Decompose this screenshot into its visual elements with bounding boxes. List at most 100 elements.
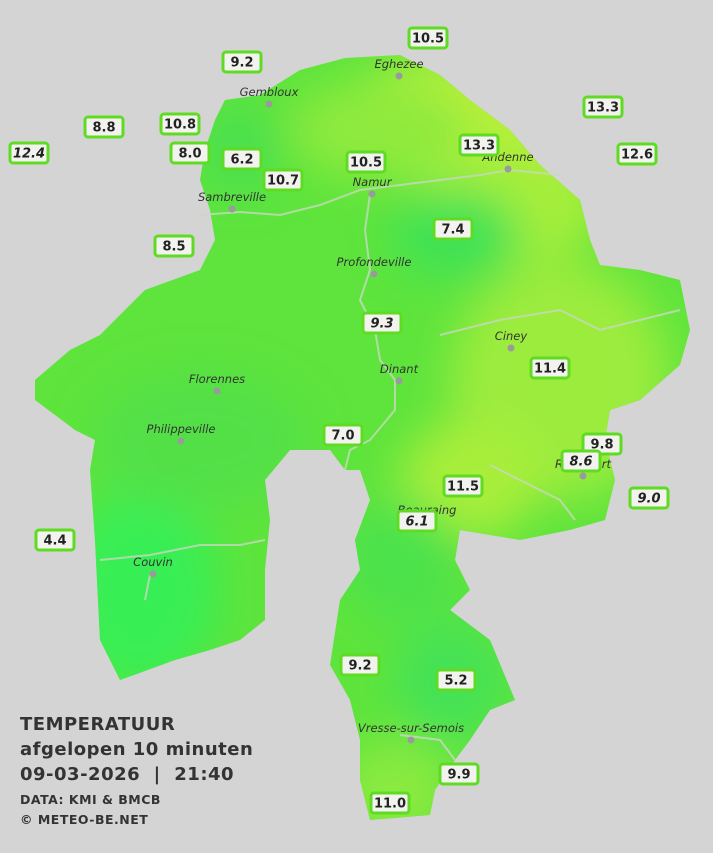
city-label: Couvin: [133, 555, 173, 569]
city-dot: [395, 377, 403, 385]
station-box: [529, 356, 571, 380]
station: 10.5: [345, 150, 387, 174]
station: 11.0: [369, 791, 411, 815]
station-box: [8, 141, 50, 165]
city-dot: [395, 72, 403, 80]
city-dot: [177, 437, 185, 445]
station: 7.4: [432, 217, 474, 241]
station-value: 5.2: [444, 674, 467, 689]
station-value: 7.0: [331, 429, 354, 444]
city-dot: [265, 100, 273, 108]
station: 8.5: [153, 234, 195, 258]
station-value: 12.6: [621, 148, 653, 163]
station-box: [442, 474, 484, 498]
station-value: 9.2: [348, 659, 371, 674]
caption-source: DATA: KMI & BMCB: [20, 792, 161, 807]
station: 5.2: [435, 668, 477, 692]
station-box: [582, 95, 624, 119]
station: 9.2: [221, 50, 263, 74]
city-label: Sambreville: [198, 190, 266, 204]
station-box: [361, 311, 403, 335]
station-value: 11.5: [447, 480, 479, 495]
station-box: [581, 432, 623, 456]
station: 8.6: [560, 449, 602, 473]
caption-datetime: 09-03-2026 | 21:40: [20, 764, 234, 785]
station-box: [221, 147, 263, 171]
station: 13.3: [458, 133, 500, 157]
station-value: 10.5: [350, 156, 382, 171]
city-label: Florennes: [189, 372, 245, 386]
station: 11.5: [442, 474, 484, 498]
city-label: Eghezee: [374, 57, 423, 71]
station-box: [262, 168, 304, 192]
station-box: [435, 668, 477, 692]
station: 8.0: [169, 141, 211, 165]
station: 7.0: [322, 423, 364, 447]
caption-copyright: © METEO-BE.NET: [20, 812, 148, 827]
city-dot: [504, 165, 512, 173]
city-dot: [507, 344, 515, 352]
city-dot: [370, 270, 378, 278]
station-box: [616, 142, 658, 166]
station-box: [169, 141, 211, 165]
station-value: 13.3: [463, 139, 495, 154]
station-box: [159, 112, 201, 136]
city-label: Philippeville: [147, 422, 216, 436]
city-label: Namur: [353, 175, 393, 189]
city-dot: [149, 570, 157, 578]
station: 10.7: [262, 168, 304, 192]
city-label: Profondeville: [337, 255, 412, 269]
station-value: 9.9: [447, 768, 470, 783]
station: 9.8: [581, 432, 623, 456]
station-value: 8.8: [92, 121, 115, 136]
station: 10.5: [407, 26, 449, 50]
city-dot: [579, 472, 587, 480]
station-box: [339, 653, 381, 677]
station-value: 13.3: [587, 101, 619, 116]
station-box: [458, 133, 500, 157]
station-box: [153, 234, 195, 258]
station-box: [322, 423, 364, 447]
city-dot: [368, 190, 376, 198]
station: 11.4: [529, 356, 571, 380]
station: 6.1: [396, 509, 438, 533]
station-value: 4.4: [43, 534, 66, 549]
station-box: [34, 528, 76, 552]
station: 9.2: [339, 653, 381, 677]
station-value: 8.5: [162, 240, 185, 255]
station: 13.3: [582, 95, 624, 119]
station-box: [396, 509, 438, 533]
station-box: [221, 50, 263, 74]
station: 10.8: [159, 112, 201, 136]
city-label: Vresse-sur-Semois: [358, 721, 464, 735]
station-value: 10.8: [164, 118, 196, 133]
city-dot: [407, 736, 415, 744]
station-box: [407, 26, 449, 50]
station: 9.3: [361, 311, 403, 335]
station-value: 9.3: [370, 317, 393, 332]
station-value: 11.4: [534, 362, 566, 377]
station: 8.8: [83, 115, 125, 139]
caption-subtitle: afgelopen 10 minuten: [20, 739, 253, 760]
station-value: 11.0: [374, 797, 406, 812]
station: 12.4: [8, 141, 50, 165]
station-box: [438, 762, 480, 786]
station-box: [628, 486, 670, 510]
station-box: [432, 217, 474, 241]
city-label: Ciney: [495, 329, 528, 343]
city-dot: [228, 205, 236, 213]
station-value: 8.6: [569, 455, 592, 470]
stations: 10.5 9.2 13.3 8.8 10.8 12.4 8.0 6.2 13.3 12.6 10.5…: [8, 26, 670, 815]
station-box: [560, 449, 602, 473]
station-value: 8.0: [178, 147, 201, 162]
station-value: 12.4: [13, 147, 45, 162]
station: 9.0: [628, 486, 670, 510]
city-label: Gembloux: [240, 85, 299, 99]
station-value: 9.8: [590, 438, 613, 453]
station-box: [345, 150, 387, 174]
station: 6.2: [221, 147, 263, 171]
rivers: [99, 168, 681, 761]
station-value: 7.4: [441, 223, 464, 238]
city-dot: [213, 387, 221, 395]
